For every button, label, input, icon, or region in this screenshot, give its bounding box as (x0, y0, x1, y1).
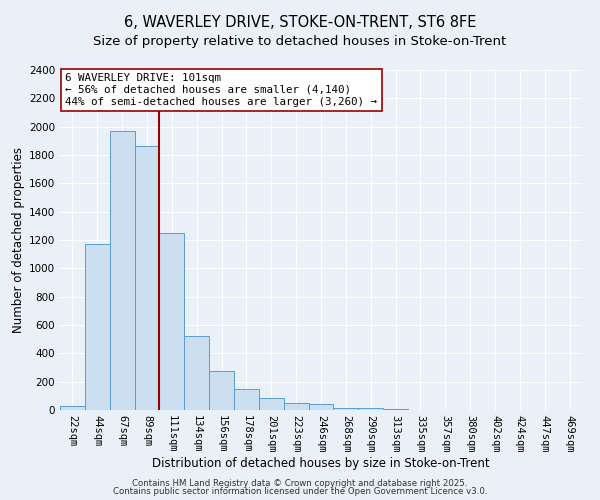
Bar (358, 408, 383, 410)
Text: 6 WAVERLEY DRIVE: 101sqm
← 56% of detached houses are smaller (4,140)
44% of sem: 6 WAVERLEY DRIVE: 101sqm ← 56% of detach… (65, 74, 377, 106)
Bar (284, 403, 308, 410)
Text: 6, WAVERLEY DRIVE, STOKE-ON-TRENT, ST6 8FE: 6, WAVERLEY DRIVE, STOKE-ON-TRENT, ST6 8… (124, 15, 476, 30)
Bar (234, 389, 259, 410)
Bar (259, 398, 284, 410)
Bar (160, 233, 184, 410)
Y-axis label: Number of detached properties: Number of detached properties (12, 147, 25, 333)
Bar (134, 146, 160, 410)
Text: Contains public sector information licensed under the Open Government Licence v3: Contains public sector information licen… (113, 487, 487, 496)
X-axis label: Distribution of detached houses by size in Stoke-on-Trent: Distribution of detached houses by size … (152, 456, 490, 469)
Text: Contains HM Land Registry data © Crown copyright and database right 2025.: Contains HM Land Registry data © Crown c… (132, 478, 468, 488)
Bar (60, 406, 85, 410)
Bar (209, 371, 234, 410)
Bar (334, 408, 358, 410)
Bar (308, 404, 334, 410)
Bar (85, 244, 110, 410)
Text: Size of property relative to detached houses in Stoke-on-Trent: Size of property relative to detached ho… (94, 35, 506, 48)
Bar (184, 336, 209, 410)
Bar (110, 131, 134, 410)
